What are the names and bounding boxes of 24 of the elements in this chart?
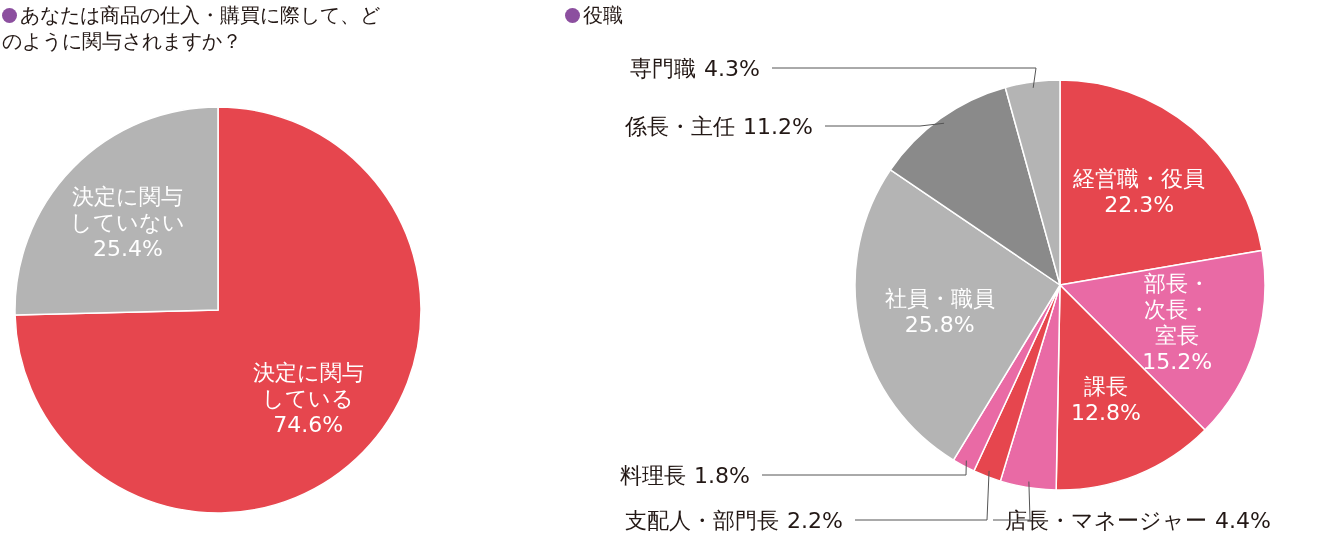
- data-label: 11.2%: [743, 114, 813, 139]
- slice-label: 課長: [1084, 374, 1128, 400]
- slice-label: 店長・マネージャー: [1005, 508, 1207, 533]
- data-label: 74.6%: [273, 411, 344, 437]
- data-label: 1.8%: [694, 463, 750, 488]
- slice-label: 経営職・役員: [1072, 165, 1206, 191]
- data-label: 2.2%: [787, 508, 843, 533]
- data-label: 12.8%: [1071, 400, 1141, 426]
- chart-title: あなたは商品の仕入・購買に際して、どのように関与されますか？: [2, 2, 381, 54]
- slice-label: 専門職: [630, 56, 697, 81]
- slice-label: 決定に関与している: [252, 359, 364, 411]
- data-label: 25.8%: [904, 312, 975, 338]
- slice-label: 料理長: [620, 463, 687, 488]
- data-label: 4.3%: [704, 56, 760, 81]
- data-label: 25.4%: [92, 236, 163, 262]
- data-label: 15.2%: [1142, 349, 1213, 375]
- slice-label: 社員・職員: [884, 286, 995, 312]
- slice-label: 部長・次長・室長: [1144, 271, 1211, 349]
- slice-label: 係長・主任: [624, 114, 736, 139]
- chart-title: 役職: [582, 2, 624, 28]
- slice-label: 支配人・部門長: [625, 508, 780, 533]
- data-label: 22.3%: [1104, 191, 1175, 217]
- slice-label: 決定に関与していない: [70, 184, 186, 236]
- data-label: 4.4%: [1215, 508, 1271, 533]
